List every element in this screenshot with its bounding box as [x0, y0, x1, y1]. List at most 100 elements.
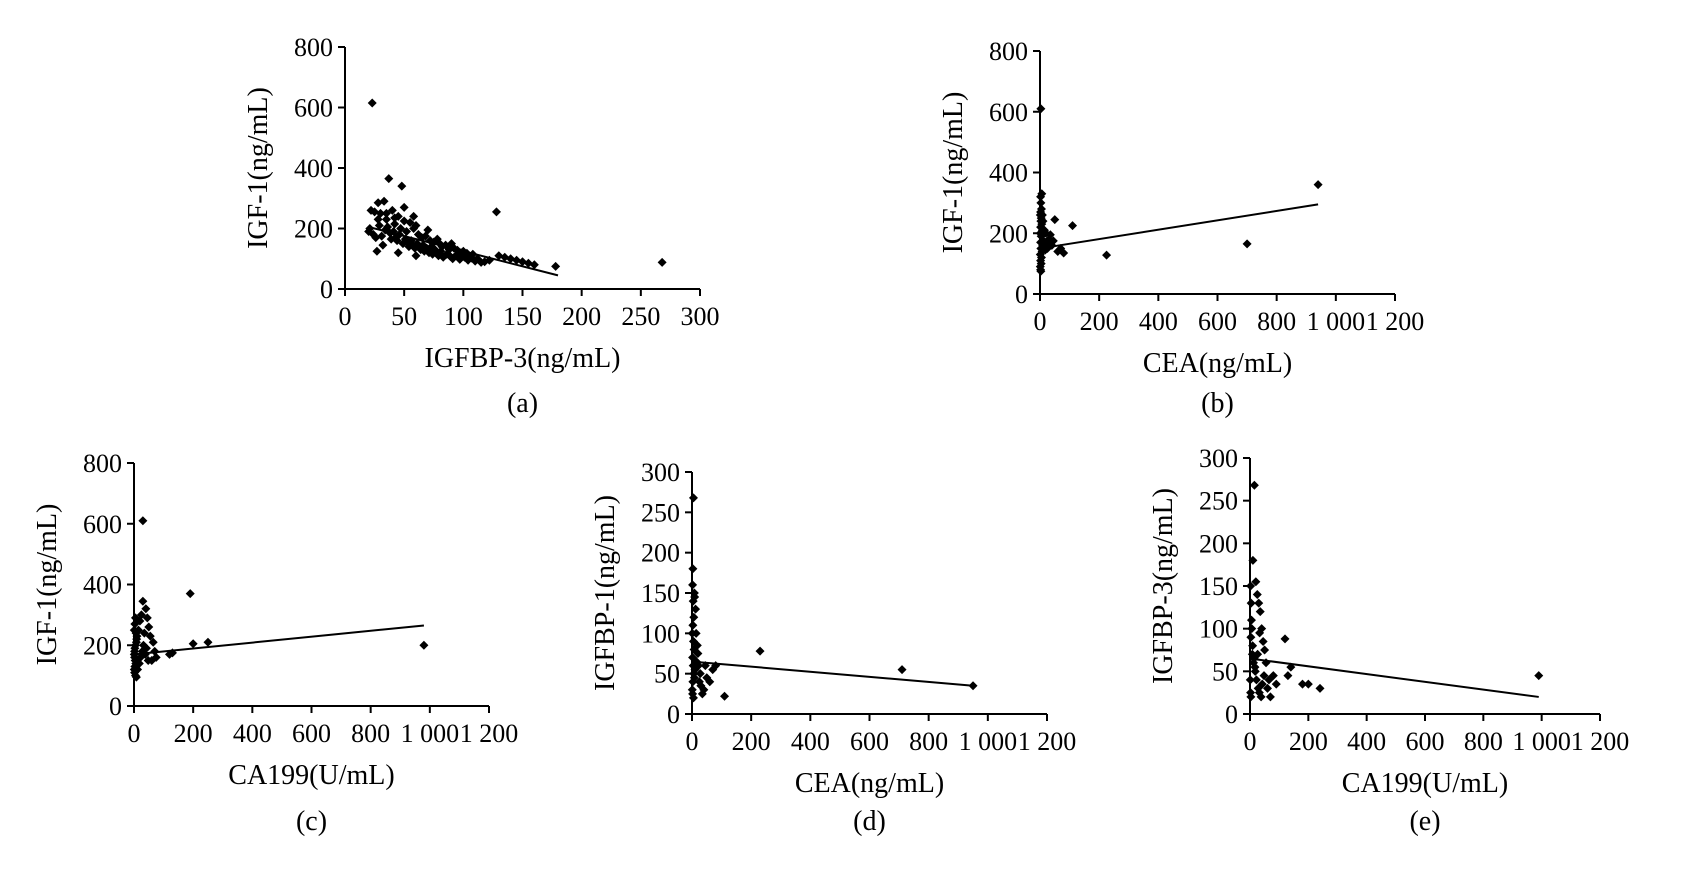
data-point [1280, 634, 1290, 644]
x-tick-label: 1 000 [401, 719, 460, 748]
x-tick-label: 400 [791, 727, 830, 756]
y-tick-label: 800 [83, 449, 122, 478]
data-point [134, 658, 144, 668]
x-tick-label: 0 [686, 727, 699, 756]
y-tick-label: 200 [83, 631, 122, 660]
data-point [711, 661, 721, 671]
data-point [551, 261, 561, 271]
data-point [688, 620, 698, 630]
data-point [689, 673, 699, 683]
data-point [1050, 215, 1060, 225]
y-tick-label: 600 [294, 94, 333, 123]
data-point [141, 643, 151, 653]
data-point [411, 220, 421, 230]
y-axis-title: IGFBP-1(ng/mL) [590, 495, 621, 691]
data-point [143, 655, 153, 665]
data-point [1036, 213, 1046, 223]
data-point [130, 613, 140, 623]
x-tick-label: 600 [1406, 727, 1445, 756]
y-axis-title: IGF-1(ng/mL) [32, 504, 63, 666]
data-point [377, 231, 387, 241]
x-tick-label: 400 [233, 719, 272, 748]
y-tick-label: 600 [989, 98, 1028, 127]
data-point [690, 592, 700, 602]
data-point [755, 646, 765, 656]
x-axis-title: CEA(ng/mL) [1143, 348, 1292, 379]
y-tick-label: 0 [667, 700, 680, 729]
data-point [694, 661, 704, 671]
x-tick-label: 200 [1080, 307, 1119, 336]
y-tick-label: 150 [1199, 572, 1238, 601]
data-point [1037, 225, 1047, 235]
data-point [1036, 104, 1046, 114]
data-point [142, 613, 152, 623]
data-point [390, 219, 400, 229]
data-point [148, 637, 158, 647]
y-tick-label: 0 [1225, 700, 1238, 729]
data-point [1257, 679, 1267, 689]
y-tick-label: 0 [1015, 280, 1028, 309]
data-point [1036, 198, 1046, 208]
data-point [1037, 219, 1047, 229]
data-point [897, 665, 907, 675]
data-point [1248, 641, 1258, 651]
data-point [1251, 675, 1261, 685]
x-tick-label: 800 [909, 727, 948, 756]
data-point [397, 181, 407, 191]
data-point [688, 493, 698, 503]
x-tick-label: 200 [1289, 727, 1328, 756]
data-point [1048, 236, 1058, 246]
y-tick-label: 150 [641, 579, 680, 608]
data-point [365, 224, 375, 233]
data-point [1313, 180, 1323, 190]
data-point [381, 214, 391, 224]
data-point [1271, 679, 1281, 689]
x-tick-label: 100 [444, 302, 483, 331]
data-point [1259, 671, 1269, 681]
trend-line [1249, 657, 1539, 698]
data-point [1298, 679, 1307, 689]
data-point [1246, 632, 1256, 642]
x-tick-label: 200 [562, 302, 601, 331]
y-tick-label: 800 [989, 37, 1028, 66]
data-point [1102, 250, 1112, 260]
data-point [1045, 230, 1055, 240]
x-tick-label: 600 [1198, 307, 1237, 336]
data-point [379, 196, 389, 206]
data-point [1247, 624, 1257, 634]
y-tick-label: 300 [1199, 444, 1238, 473]
data-point [691, 628, 701, 638]
data-point [1254, 598, 1264, 608]
data-point [1263, 683, 1272, 693]
data-point [138, 596, 148, 606]
data-point [1068, 221, 1078, 231]
data-point [1036, 253, 1046, 263]
data-point [411, 251, 421, 261]
data-point [1246, 598, 1256, 608]
data-point [1036, 207, 1046, 217]
data-point [131, 628, 141, 638]
y-tick-label: 50 [1212, 657, 1238, 686]
data-point [399, 216, 409, 226]
data-point [1242, 239, 1252, 249]
data-point [1315, 683, 1325, 693]
data-point [1036, 192, 1046, 202]
data-point [688, 693, 698, 703]
data-point [394, 230, 404, 240]
y-axis-title: IGFBP-3(ng/mL) [1148, 488, 1179, 684]
data-point [372, 246, 382, 256]
data-point [423, 225, 433, 235]
x-tick-label: 800 [351, 719, 390, 748]
panel-label: (a) [507, 388, 538, 419]
data-point [374, 220, 384, 230]
data-point [165, 649, 174, 659]
data-point [692, 640, 702, 650]
data-point [688, 580, 698, 590]
data-point [203, 637, 213, 647]
y-tick-label: 250 [641, 498, 680, 527]
data-point [1246, 615, 1256, 625]
data-point [1260, 645, 1270, 655]
data-point [393, 248, 403, 258]
y-tick-label: 100 [1199, 615, 1238, 644]
